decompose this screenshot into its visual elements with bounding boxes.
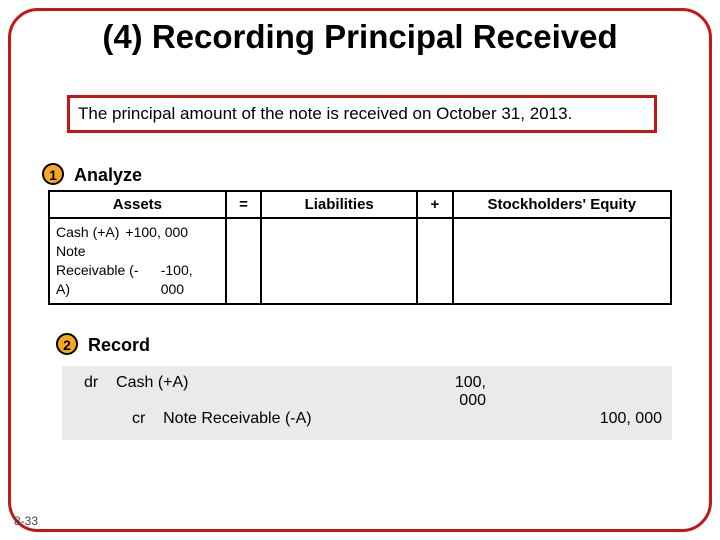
- th-equals: =: [226, 191, 261, 218]
- step1-label: 1 Analyze: [48, 165, 672, 186]
- td-equity: [453, 218, 671, 304]
- caption-box: The principal amount of the note is rece…: [67, 95, 657, 133]
- step1-text: Analyze: [74, 165, 142, 185]
- caption-text: The principal amount of the note is rece…: [70, 98, 654, 130]
- journal-entry: dr Cash (+A) 100, 000 cr Note Receivable…: [62, 366, 672, 440]
- td-plus: [417, 218, 452, 304]
- step1-circle: 1: [42, 163, 64, 185]
- th-equity: Stockholders' Equity: [453, 191, 671, 218]
- td-assets: Cash (+A) +100, 000 Note Receivable (-A)-…: [49, 218, 226, 304]
- td-liabilities: [261, 218, 417, 304]
- step2-text: Record: [88, 335, 150, 355]
- jr-dr: dr: [84, 374, 98, 391]
- record-section: 2 Record dr Cash (+A) 100, 000 cr Note R…: [62, 335, 672, 440]
- jr-cr-account: Note Receivable (-A): [163, 410, 312, 427]
- jr-cr: cr: [132, 410, 145, 427]
- assets-l3a: Receivable (-A): [56, 261, 151, 299]
- assets-l1b: +100, 000: [125, 223, 188, 242]
- assets-l3b: -100, 000: [161, 261, 219, 299]
- page-number: 8-33: [14, 514, 38, 528]
- assets-l1a: Cash (+A): [56, 223, 119, 242]
- step2-circle: 2: [56, 333, 78, 355]
- th-liabilities: Liabilities: [261, 191, 417, 218]
- slide-title: (4) Recording Principal Received: [0, 18, 720, 56]
- analyze-section: 1 Analyze Assets = Liabilities + Stockho…: [48, 165, 672, 305]
- jr-cr-amount: 100, 000: [552, 410, 662, 428]
- th-plus: +: [417, 191, 452, 218]
- step2-label: 2 Record: [62, 335, 672, 356]
- jr-dr-account: Cash (+A): [116, 374, 188, 391]
- jr-dr-amount: 100, 000: [442, 374, 552, 410]
- th-assets: Assets: [49, 191, 226, 218]
- assets-l2: Note: [56, 242, 219, 261]
- td-equals: [226, 218, 261, 304]
- accounting-equation-table: Assets = Liabilities + Stockholders' Equ…: [48, 190, 672, 305]
